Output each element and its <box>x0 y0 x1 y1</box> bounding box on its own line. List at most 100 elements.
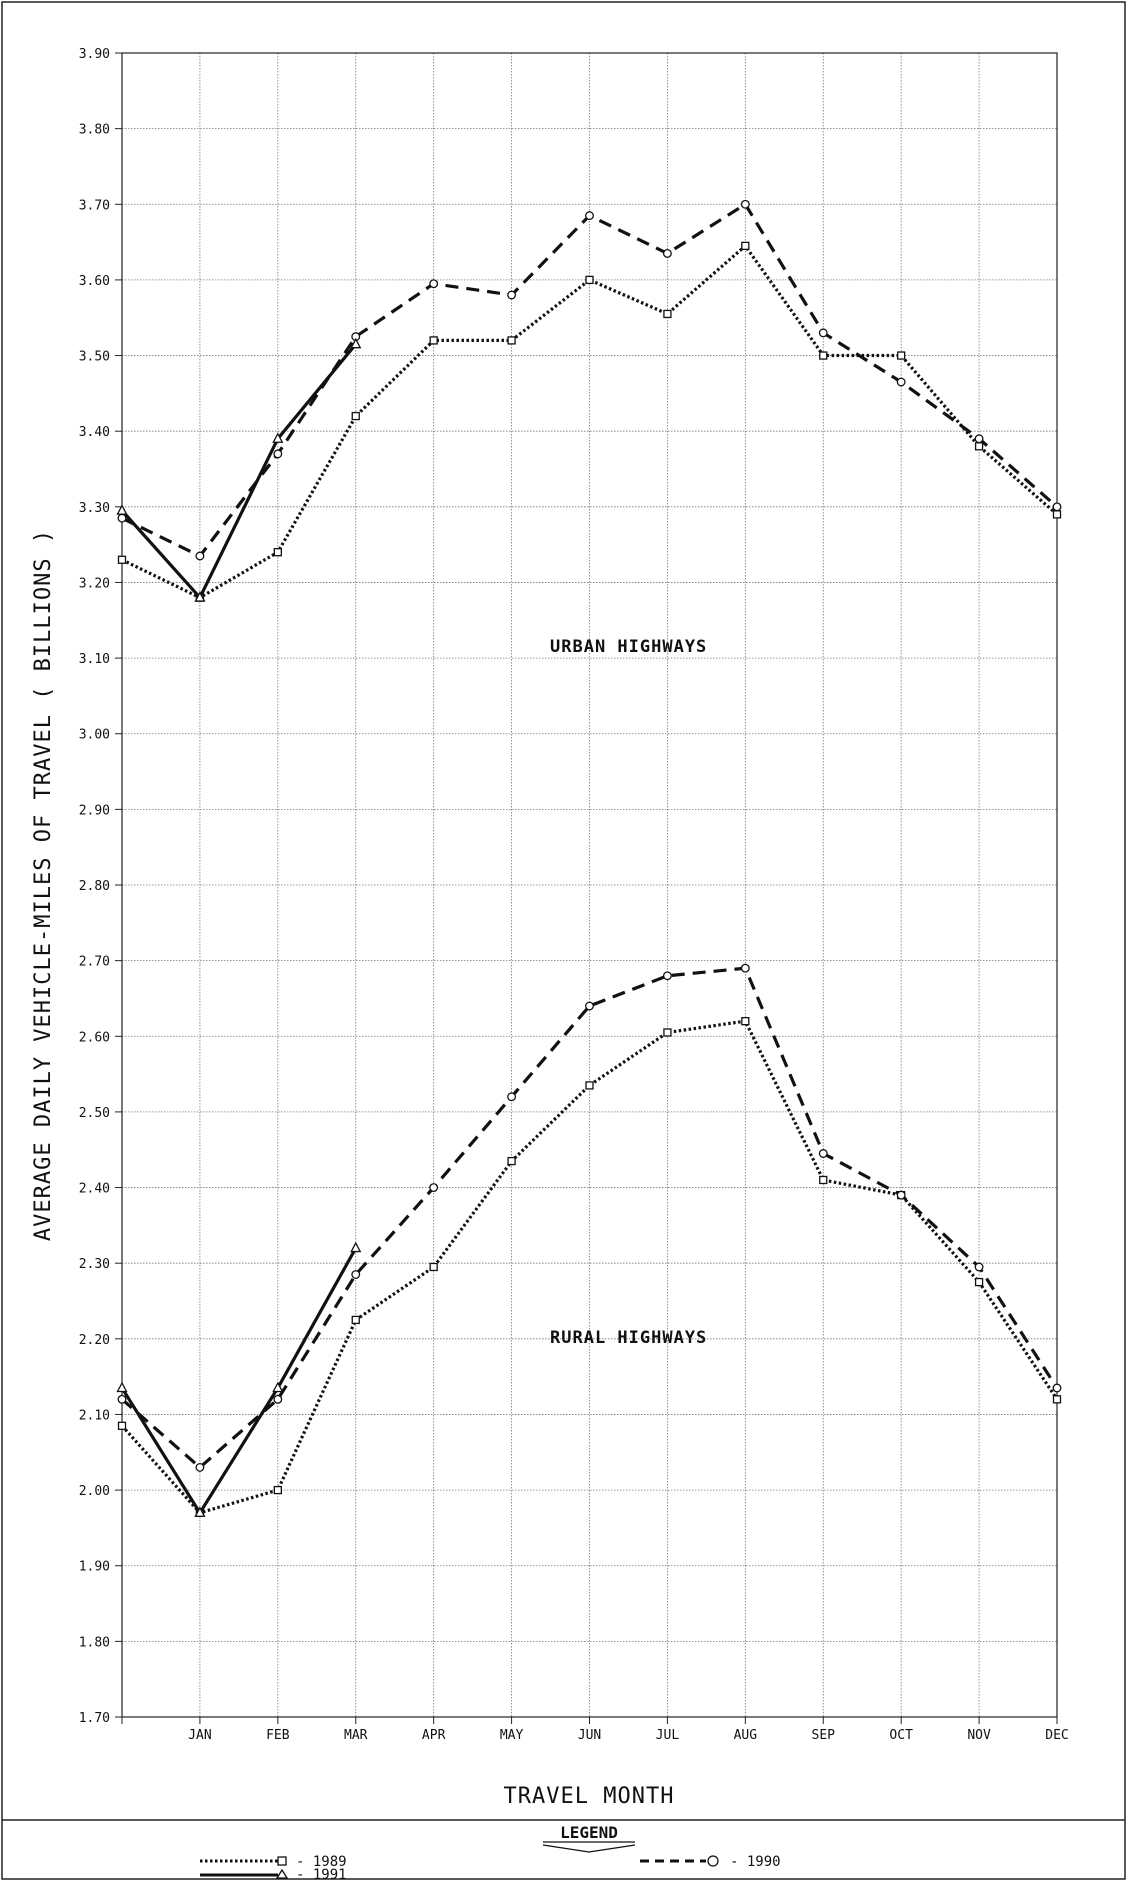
data-point-urban-1989 <box>507 336 516 345</box>
y-tick-label: 2.30 <box>79 1257 110 1272</box>
x-tick-label: NOV <box>967 1728 991 1743</box>
y-tick-label: 2.80 <box>79 879 110 894</box>
data-point-urban-1989 <box>273 548 282 557</box>
data-point-rural-1989 <box>819 1175 828 1185</box>
y-tick-label: 3.40 <box>79 425 110 440</box>
data-point-urban-1989 <box>585 275 594 285</box>
y-tick-label: 3.70 <box>79 198 110 213</box>
data-point-urban-1991 <box>194 591 206 602</box>
y-tick-label: 3.80 <box>79 123 110 138</box>
data-point-urban-1990 <box>1052 502 1062 512</box>
legend-label-1990: - 1990 <box>730 1854 781 1870</box>
y-tick-label: 1.70 <box>79 1711 110 1726</box>
data-point-rural-1990 <box>273 1394 283 1404</box>
data-point-rural-1991 <box>194 1506 206 1517</box>
y-tick-label: 1.90 <box>79 1560 110 1575</box>
series-line-urban-1991 <box>120 343 358 601</box>
data-point-urban-1991 <box>272 432 284 443</box>
legend-item-1990: - 1990 <box>640 1854 781 1870</box>
y-tick-label: 3.90 <box>79 47 110 62</box>
data-point-rural-1991 <box>272 1381 284 1393</box>
y-tick-label: 3.50 <box>79 350 110 365</box>
data-point-urban-1991 <box>116 504 128 515</box>
legend-marker-circle <box>707 1855 719 1867</box>
legend-marker-triangle <box>275 1868 289 1879</box>
y-tick-label: 2.60 <box>79 1030 110 1045</box>
legend-label-1991: - 1991 <box>296 1867 347 1881</box>
y-tick-label: 3.10 <box>79 652 110 667</box>
data-point-rural-1989 <box>585 1081 594 1090</box>
data-point-urban-1989 <box>897 351 906 360</box>
data-point-rural-1990 <box>818 1149 828 1158</box>
data-point-urban-1989 <box>117 555 127 564</box>
series <box>116 199 1062 1517</box>
x-axis-label: TRAVEL MONTH <box>504 1784 675 1809</box>
x-tick-label: MAY <box>500 1728 524 1743</box>
x-axis: JAN FEB MAR APR MAY JUN JUL AUG SEP OCT NOV DEC <box>121 1717 1069 1743</box>
data-point-rural-1990 <box>662 971 672 981</box>
annotation-rural-highways: RURAL HIGHWAYS <box>550 1328 707 1348</box>
data-point-urban-1990 <box>273 449 283 459</box>
data-point-rural-1990 <box>1052 1383 1062 1393</box>
data-point-urban-1989 <box>819 351 828 360</box>
legend-label-1989: - 1989 <box>296 1854 347 1870</box>
y-tick-label: 1.80 <box>79 1635 110 1650</box>
data-point-rural-1989 <box>507 1156 516 1166</box>
data-point-rural-1990 <box>195 1462 205 1472</box>
x-tick-label: DEC <box>1045 1728 1068 1743</box>
data-point-urban-1990 <box>429 279 439 289</box>
x-tick-label: AUG <box>734 1728 758 1743</box>
legend-title: LEGEND <box>560 1823 618 1842</box>
data-point-rural-1989 <box>117 1421 127 1430</box>
x-tick-label: APR <box>422 1728 446 1743</box>
y-tick-label: 3.20 <box>79 576 110 591</box>
x-tick-label: JAN <box>188 1728 211 1743</box>
series-line-rural-1991 <box>120 1247 358 1516</box>
series-line-urban-1989 <box>121 243 1059 600</box>
y-tick-label: 2.00 <box>79 1484 110 1499</box>
y-tick-label: 2.70 <box>79 955 110 970</box>
data-point-rural-1990 <box>974 1262 984 1272</box>
data-point-rural-1989 <box>1052 1395 1062 1404</box>
y-axis-label: AVERAGE DAILY VEHICLE-MILES OF TRAVEL ( … <box>31 529 56 1241</box>
data-point-urban-1990 <box>974 434 984 444</box>
annotation-urban-highways: URBAN HIGHWAYS <box>550 637 707 657</box>
grid <box>121 52 1058 1718</box>
x-tick-label: OCT <box>889 1728 913 1743</box>
data-point-rural-1990 <box>585 1001 594 1011</box>
data-point-rural-1991 <box>350 1241 362 1253</box>
data-point-rural-1990 <box>896 1190 906 1200</box>
y-tick-label: 2.50 <box>79 1106 110 1121</box>
data-point-rural-1989 <box>273 1485 282 1495</box>
y-tick-label: 3.60 <box>79 274 110 289</box>
data-point-rural-1990 <box>117 1394 127 1404</box>
data-point-rural-1990 <box>740 963 750 973</box>
y-tick-label: 3.30 <box>79 501 110 516</box>
data-point-urban-1990 <box>585 211 594 221</box>
data-point-rural-1989 <box>741 1016 750 1026</box>
data-point-urban-1990 <box>507 290 517 300</box>
data-point-rural-1990 <box>351 1270 361 1279</box>
y-tick-label: 2.10 <box>79 1408 110 1423</box>
data-point-rural-1989 <box>429 1262 438 1272</box>
y-axis: 1.70 1.80 1.90 2.00 2.10 2.20 2.30 2.40 2.50 2.60… <box>79 47 122 1726</box>
y-tick-label: 3.00 <box>79 728 110 743</box>
data-point-urban-1990 <box>740 199 750 209</box>
data-point-urban-1990 <box>896 377 906 387</box>
legend-title-underline <box>542 1841 636 1853</box>
legend-item-1989: - 1989 <box>200 1854 347 1870</box>
data-point-rural-1989 <box>663 1028 672 1037</box>
data-point-urban-1989 <box>974 442 984 451</box>
x-tick-label: JUL <box>656 1728 680 1743</box>
data-point-urban-1989 <box>663 309 672 319</box>
legend: LEGEND - 1989 - 1990 - 1991 <box>200 1823 781 1881</box>
data-point-urban-1989 <box>351 411 360 421</box>
data-point-urban-1990 <box>195 551 205 561</box>
data-point-urban-1989 <box>429 336 438 345</box>
data-point-rural-1989 <box>974 1277 984 1287</box>
data-point-rural-1990 <box>429 1183 439 1192</box>
data-point-urban-1989 <box>1052 510 1062 519</box>
data-point-urban-1991 <box>350 337 362 349</box>
